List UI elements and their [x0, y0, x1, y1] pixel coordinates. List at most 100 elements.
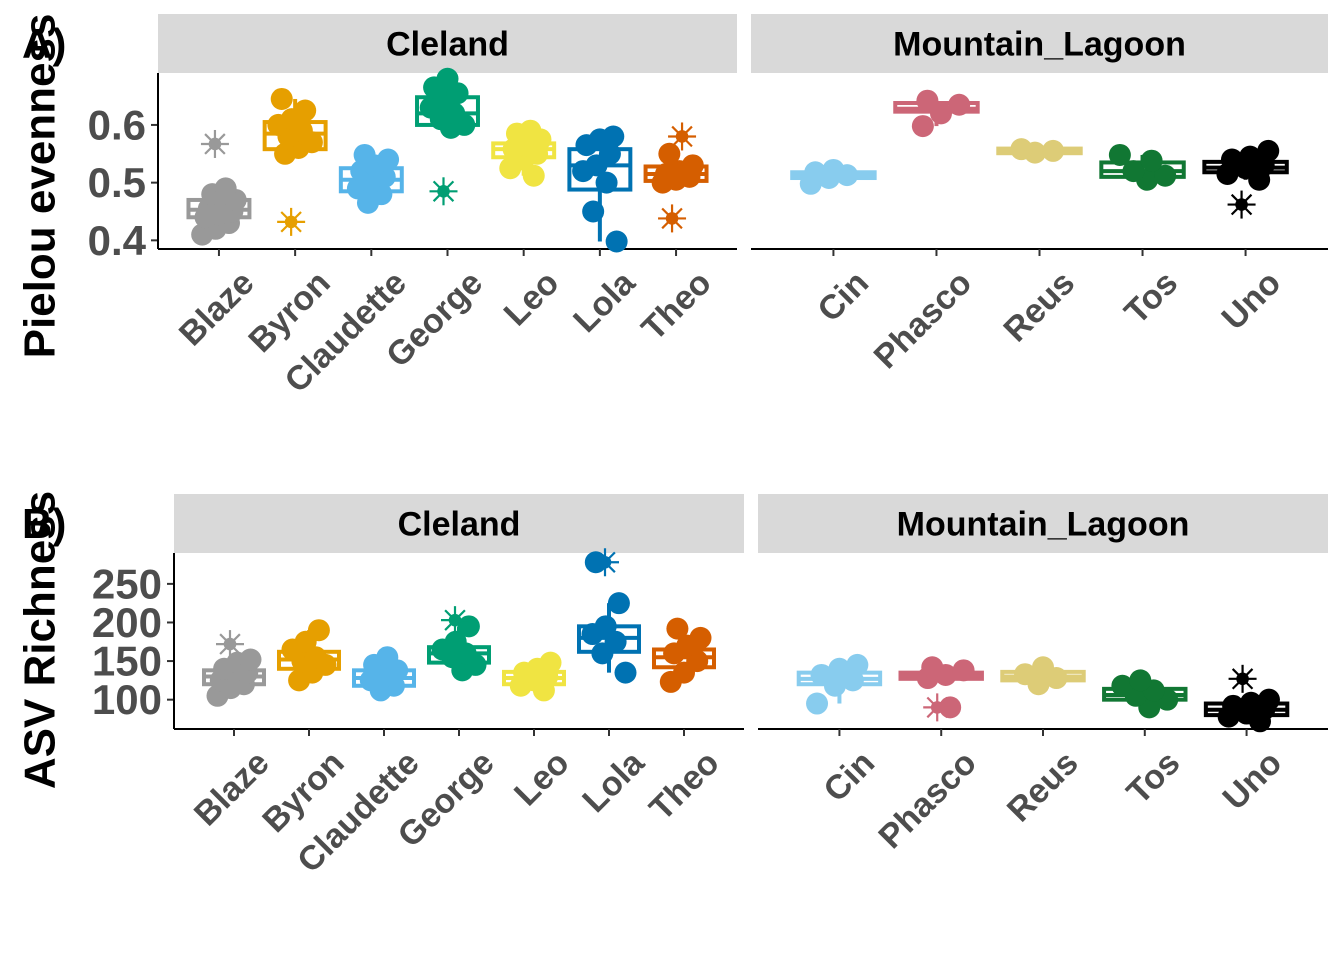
group-phasco: Phasco — [867, 89, 980, 376]
data-point — [294, 99, 317, 122]
outlier-point — [216, 630, 244, 659]
data-point — [681, 154, 704, 177]
panel-b: B)ASV Richness 100150200250ClelandBlazeBy… — [16, 491, 1328, 880]
data-point — [828, 657, 851, 680]
x-tick-label: Uno — [1216, 744, 1290, 818]
group-cin: Cin — [790, 158, 877, 330]
data-point — [239, 648, 262, 671]
facet-strip-label: Cleland — [386, 26, 509, 64]
x-tick-label: Leo — [507, 744, 577, 814]
y-tick-label: 200 — [92, 599, 162, 646]
data-point — [1257, 139, 1280, 162]
data-point — [614, 661, 637, 684]
data-point — [522, 164, 545, 187]
group-tos: Tos — [1102, 669, 1188, 812]
data-point — [804, 161, 827, 184]
x-tick-label: Phasco — [867, 264, 979, 376]
outlier-point — [441, 606, 469, 635]
data-point — [846, 653, 869, 676]
outlier-point-core — [208, 137, 222, 151]
data-point — [1257, 688, 1280, 711]
data-point — [1032, 656, 1054, 679]
data-point — [952, 659, 975, 682]
group-leo: Leo — [502, 651, 577, 814]
facet-strip-label: Cleland — [398, 506, 521, 544]
data-point — [689, 626, 712, 649]
data-point — [1129, 669, 1152, 692]
data-point — [1240, 691, 1263, 714]
data-point — [921, 656, 944, 679]
data-point — [270, 87, 293, 110]
data-point — [602, 125, 625, 148]
data-point — [582, 200, 605, 223]
data-point — [810, 663, 833, 686]
outlier-point — [1227, 190, 1256, 219]
outlier-point-core — [930, 701, 944, 714]
y-tick-label: 250 — [92, 560, 162, 607]
facet-strip-label: Mountain_Lagoon — [893, 26, 1186, 64]
facet-strip — [758, 494, 1328, 553]
data-point — [1239, 145, 1262, 168]
data-point — [1140, 149, 1163, 172]
data-point — [666, 617, 689, 640]
x-tick-label: Tos — [1117, 264, 1185, 332]
y-tick-label: 100 — [92, 676, 162, 723]
group-reus: Reus — [1000, 656, 1086, 829]
x-tick-label: Reus — [996, 264, 1082, 350]
outlier-point-core — [448, 613, 462, 627]
group-cin: Cin — [796, 653, 883, 809]
data-point — [353, 143, 376, 166]
data-point — [822, 158, 845, 181]
outlier-point-core — [675, 130, 689, 143]
x-tick-label: Phasco — [871, 744, 983, 856]
data-point — [436, 67, 459, 90]
x-tick-label: Theo — [634, 264, 718, 348]
x-tick-label: Tos — [1120, 744, 1188, 812]
facet-strip — [174, 494, 744, 553]
group-byron: Byron — [241, 87, 338, 360]
data-point — [214, 177, 237, 200]
data-point — [806, 692, 829, 715]
group-theo: Theo — [634, 122, 719, 348]
data-point — [595, 171, 618, 194]
x-tick-label: Cin — [810, 264, 876, 330]
group-lola: Lola — [575, 548, 652, 820]
y-tick-label: 0.5 — [88, 159, 146, 206]
data-point — [1108, 143, 1131, 166]
panel-tag: A) — [22, 20, 66, 67]
group-uno: Uno — [1202, 139, 1289, 337]
outlier-point — [591, 548, 619, 577]
y-tick-label: 0.6 — [88, 101, 146, 148]
facet-strip — [751, 14, 1328, 73]
data-point — [376, 646, 399, 669]
x-tick-label: Lola — [566, 263, 643, 340]
data-point — [1154, 164, 1177, 187]
y-tick-label: 150 — [92, 638, 162, 685]
outlier-point-core — [1236, 672, 1249, 686]
data-point — [1220, 148, 1243, 171]
facet-strip-label: Mountain_Lagoon — [897, 506, 1190, 544]
outlier-point — [668, 122, 697, 151]
y-tick-label: 0.4 — [88, 217, 147, 264]
data-point — [658, 142, 681, 165]
outlier-point — [923, 693, 952, 722]
group-tos: Tos — [1099, 143, 1186, 332]
group-phasco: Phasco — [871, 656, 984, 856]
data-point — [444, 630, 467, 653]
data-point — [1014, 663, 1037, 686]
outlier-point — [429, 177, 458, 206]
data-point — [911, 115, 934, 138]
data-point — [539, 651, 562, 674]
data-point — [916, 89, 939, 112]
data-point — [594, 615, 617, 638]
group-theo: Theo — [642, 617, 727, 828]
panel-a: A)Pielou evenness 0.4 0.5 0.6 Cleland BlazeBy… — [16, 14, 1328, 400]
outlier-point — [658, 204, 687, 233]
outlier-point-core — [598, 555, 612, 569]
y-axis-label: Pielou evenness — [16, 14, 65, 359]
group-reus: Reus — [996, 138, 1083, 350]
